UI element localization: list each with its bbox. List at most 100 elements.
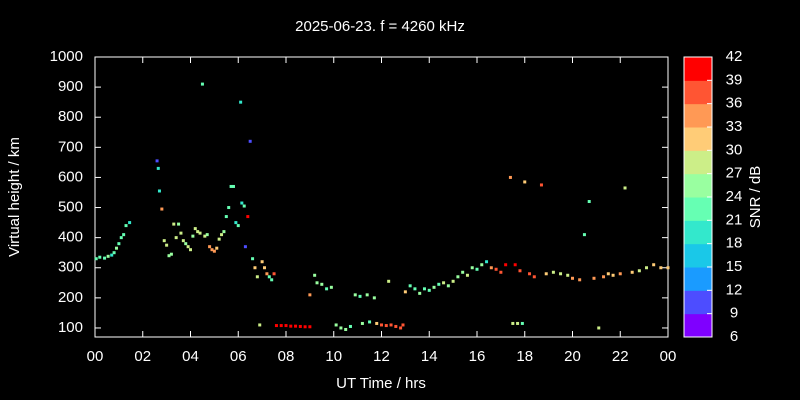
point xyxy=(387,279,391,283)
x-tick-label: 00 xyxy=(660,348,677,365)
point xyxy=(227,206,231,210)
x-tick-label: 12 xyxy=(373,348,390,365)
point xyxy=(618,272,622,276)
point xyxy=(165,243,169,247)
y-tick-label: 900 xyxy=(58,78,83,95)
point xyxy=(360,321,364,325)
y-tick-label: 100 xyxy=(58,319,83,336)
point xyxy=(279,324,283,328)
point xyxy=(157,189,161,193)
point xyxy=(260,260,264,264)
point xyxy=(432,285,436,289)
x-tick-label: 22 xyxy=(612,348,629,365)
point xyxy=(422,287,426,291)
point xyxy=(162,239,166,243)
point xyxy=(110,253,114,257)
point xyxy=(315,281,319,285)
point xyxy=(339,326,343,330)
x-tick-label: 20 xyxy=(564,348,581,365)
point xyxy=(437,282,441,286)
point xyxy=(652,263,656,267)
y-tick-label: 300 xyxy=(58,259,83,276)
point xyxy=(494,267,498,271)
x-tick-label: 08 xyxy=(278,348,295,365)
point xyxy=(389,323,393,327)
point xyxy=(499,270,503,274)
point xyxy=(122,233,126,237)
point xyxy=(456,275,460,279)
point xyxy=(196,230,200,234)
point xyxy=(270,278,274,282)
point xyxy=(418,291,422,295)
y-tick-label: 700 xyxy=(58,138,83,155)
point xyxy=(181,239,185,243)
y-axis-label: Virtual height / km xyxy=(6,137,23,257)
point xyxy=(461,270,465,274)
point xyxy=(186,245,190,249)
point xyxy=(582,233,586,237)
point xyxy=(177,222,181,226)
point xyxy=(329,285,333,289)
point xyxy=(128,221,132,225)
y-tick-label: 1000 xyxy=(50,48,83,65)
point xyxy=(358,294,362,298)
point xyxy=(532,275,536,279)
point xyxy=(623,186,627,190)
point xyxy=(231,184,235,188)
point xyxy=(365,293,369,297)
point xyxy=(559,272,563,276)
point xyxy=(294,324,298,328)
point xyxy=(103,256,107,260)
point xyxy=(106,254,110,258)
point xyxy=(465,273,469,277)
point xyxy=(630,270,634,274)
point xyxy=(578,278,582,282)
point xyxy=(659,266,663,270)
point xyxy=(251,257,255,261)
point xyxy=(511,321,515,325)
point xyxy=(189,248,192,252)
point xyxy=(539,183,543,187)
point xyxy=(193,227,197,231)
x-tick-label: 16 xyxy=(469,348,486,365)
point xyxy=(592,276,596,280)
point xyxy=(645,266,649,270)
point xyxy=(380,323,383,327)
point xyxy=(516,321,520,325)
point xyxy=(325,287,329,291)
point xyxy=(470,266,474,270)
point xyxy=(212,249,216,253)
point xyxy=(217,237,221,241)
point xyxy=(353,293,357,297)
point xyxy=(408,284,412,288)
point xyxy=(485,260,489,264)
point xyxy=(489,266,493,270)
point xyxy=(637,269,641,273)
point xyxy=(240,201,244,205)
point xyxy=(210,248,214,252)
point xyxy=(169,252,173,256)
point xyxy=(198,231,202,235)
colorbar-band xyxy=(684,290,712,315)
x-tick-label: 14 xyxy=(421,348,438,365)
point xyxy=(303,325,307,329)
point xyxy=(119,236,123,240)
point xyxy=(308,293,312,297)
y-tick-label: 400 xyxy=(58,229,83,246)
point xyxy=(320,282,324,286)
colorbar-tick-label: 6 xyxy=(730,328,738,345)
colorbar-tick-label: 27 xyxy=(726,165,743,182)
colorbar-band xyxy=(684,243,712,268)
point xyxy=(446,284,450,288)
point xyxy=(399,326,403,330)
point xyxy=(508,175,512,179)
y-tick-label: 800 xyxy=(58,108,83,125)
point xyxy=(518,269,522,273)
point xyxy=(528,272,532,276)
point xyxy=(98,255,102,259)
colorbar-band xyxy=(684,80,712,105)
point xyxy=(274,324,278,328)
colorbar-tick-label: 12 xyxy=(726,281,743,298)
point xyxy=(179,231,183,235)
